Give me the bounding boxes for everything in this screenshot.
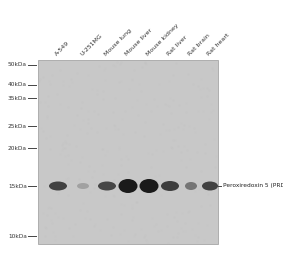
Text: A-549: A-549 <box>54 41 71 57</box>
Ellipse shape <box>140 179 158 193</box>
Text: Peroxiredoxin 5 (PRDX5): Peroxiredoxin 5 (PRDX5) <box>223 183 283 188</box>
Text: Mouse kidney: Mouse kidney <box>145 23 180 57</box>
Ellipse shape <box>161 181 179 191</box>
Text: Rat liver: Rat liver <box>166 35 188 57</box>
Ellipse shape <box>202 182 218 191</box>
Text: 50kDa: 50kDa <box>8 63 27 68</box>
Text: Mouse liver: Mouse liver <box>125 28 154 57</box>
Text: Mouse lung: Mouse lung <box>104 28 132 57</box>
Ellipse shape <box>98 182 116 191</box>
Text: 25kDa: 25kDa <box>8 124 27 129</box>
Text: 35kDa: 35kDa <box>8 96 27 101</box>
Ellipse shape <box>185 182 197 190</box>
Ellipse shape <box>77 183 89 189</box>
Ellipse shape <box>119 179 138 193</box>
Text: 15kDa: 15kDa <box>8 183 27 188</box>
Bar <box>38 60 218 244</box>
Ellipse shape <box>49 182 67 191</box>
Text: Rat heart: Rat heart <box>207 33 231 57</box>
Text: 10kDa: 10kDa <box>8 233 27 238</box>
Text: Rat brain: Rat brain <box>187 33 211 57</box>
Text: 20kDa: 20kDa <box>8 145 27 150</box>
Text: 40kDa: 40kDa <box>8 82 27 87</box>
Text: U-251MG: U-251MG <box>80 33 103 57</box>
